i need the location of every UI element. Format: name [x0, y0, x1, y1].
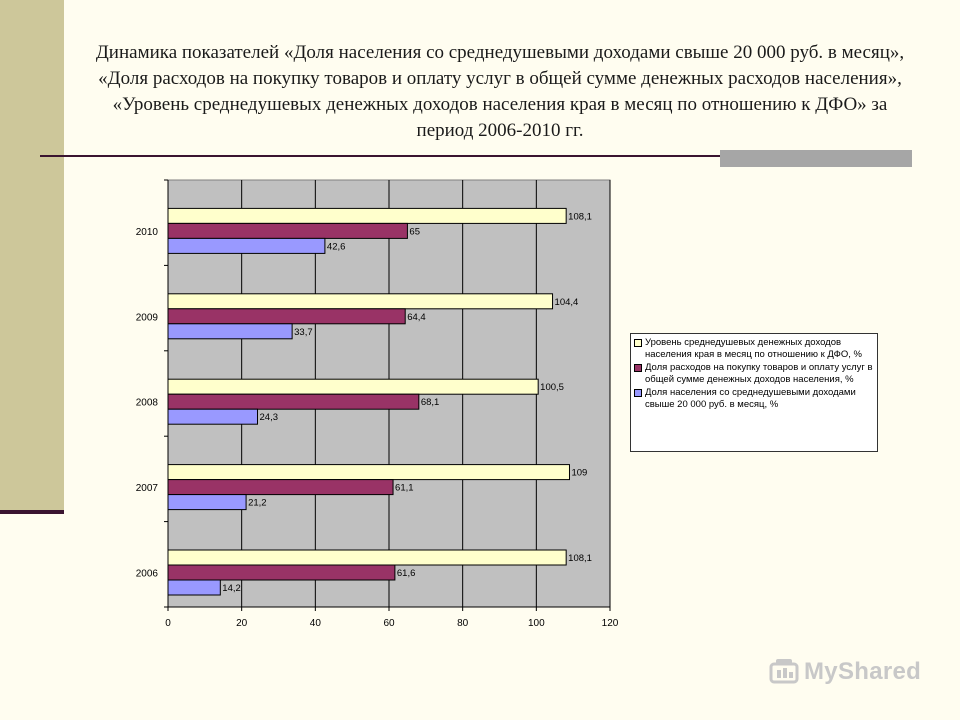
bars	[167, 207, 570, 596]
legend-label: Доля расходов на покупку товаров и оплат…	[645, 362, 873, 385]
bar	[167, 564, 396, 581]
data-label: 61,1	[395, 483, 414, 494]
data-label: 61,6	[397, 568, 416, 579]
slide-title: Динамика показателей «Доля населения со …	[95, 42, 905, 141]
legend-label: Доля населения со среднедушевыми доходам…	[645, 387, 856, 410]
data-labels: 108,1 65 42,6 104,4 64,4 33,7 100,5 68,1 24,3 109…	[222, 211, 592, 594]
bar	[167, 408, 259, 425]
data-label: 42,6	[327, 241, 346, 252]
bar	[167, 222, 408, 239]
legend-item: Доля населения со среднедушевыми доходам…	[634, 387, 874, 410]
legend-label: Уровень среднедушевых денежных доходов н…	[645, 337, 862, 360]
watermark-text: MyShared	[804, 658, 922, 685]
data-label: 108,1	[568, 211, 592, 222]
data-label: 14,2	[222, 583, 241, 594]
legend-swatch	[634, 339, 642, 347]
data-label: 64,4	[407, 312, 426, 323]
data-label: 104,4	[555, 297, 579, 308]
category-label: 2006	[136, 569, 159, 580]
x-tick-label: 20	[236, 618, 248, 629]
title-rule	[40, 155, 912, 157]
data-label: 109	[571, 468, 587, 479]
category-label: 2010	[136, 227, 159, 238]
legend-item: Доля расходов на покупку товаров и оплат…	[634, 362, 874, 385]
category-label: 2009	[136, 312, 159, 323]
category-label: 2007	[136, 483, 159, 494]
legend-swatch	[634, 389, 642, 397]
x-tick-label: 60	[383, 618, 395, 629]
side-accent-band	[0, 0, 64, 512]
watermark: MyShared	[768, 656, 921, 688]
legend-swatch	[634, 364, 642, 372]
x-tick-label: 80	[457, 618, 469, 629]
data-label: 100,5	[540, 382, 564, 393]
bar	[167, 494, 247, 511]
side-accent-line	[0, 510, 64, 514]
bar	[167, 464, 570, 481]
chart-legend: Уровень среднедушевых денежных доходов н…	[630, 333, 878, 452]
bar	[167, 308, 406, 325]
x-tick-label: 120	[602, 618, 619, 629]
data-label: 108,1	[568, 553, 592, 564]
title-rule-block	[720, 150, 912, 167]
data-label: 65	[409, 226, 420, 237]
axes: 0 20 40 60 80 100 120 2010 2009 2008 2007 2006	[136, 179, 619, 629]
bar	[167, 579, 221, 596]
bar	[167, 293, 554, 310]
bar	[167, 393, 420, 410]
bar	[167, 237, 326, 254]
x-tick-label: 40	[310, 618, 322, 629]
x-tick-label: 0	[165, 618, 171, 629]
watermark-logo-icon	[769, 659, 799, 684]
bar	[167, 323, 293, 340]
bar	[167, 207, 567, 224]
legend-item: Уровень среднедушевых денежных доходов н…	[634, 337, 874, 360]
x-tick-label: 100	[528, 618, 545, 629]
data-label: 33,7	[294, 327, 313, 338]
category-label: 2008	[136, 398, 159, 409]
bar	[167, 549, 567, 566]
data-label: 21,2	[248, 498, 267, 509]
bar	[167, 378, 539, 395]
data-label: 24,3	[260, 412, 279, 423]
data-label: 68,1	[421, 397, 440, 408]
bar	[167, 479, 394, 496]
